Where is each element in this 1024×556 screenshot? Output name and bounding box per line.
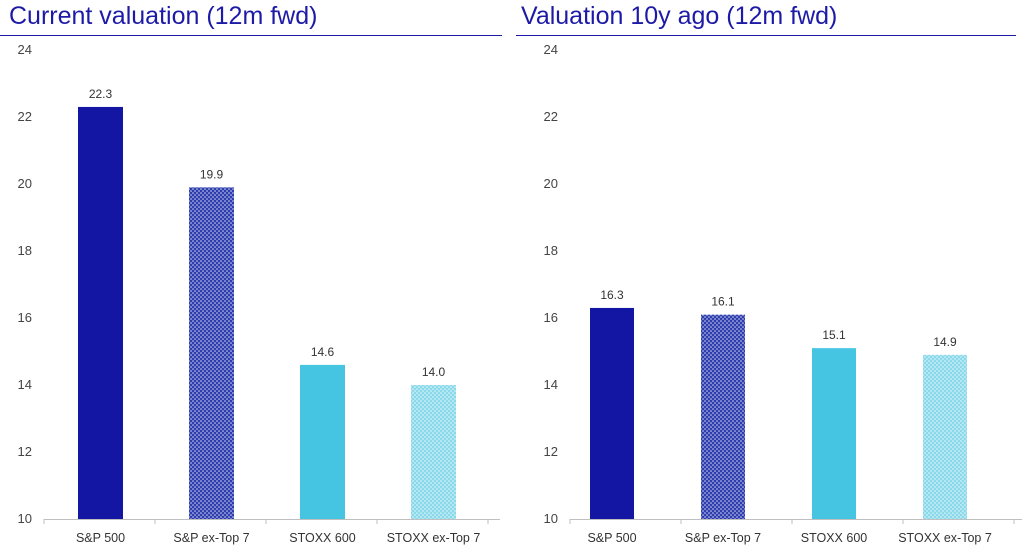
y-tick-label: 14 (544, 377, 558, 392)
data-label: 16.3 (600, 288, 624, 302)
y-tick-label: 20 (544, 176, 558, 191)
y-tick-label: 14 (18, 377, 32, 392)
chart-panel-current: Current valuation (12m fwd) 10 12 14 16 18 20… (0, 0, 502, 556)
y-tick-label: 22 (18, 109, 32, 124)
y-tick-label: 16 (544, 310, 558, 325)
title-rule (516, 35, 1016, 36)
y-tick-label: 18 (18, 243, 32, 258)
chart-panel-10y-ago: Valuation 10y ago (12m fwd) 10 12 14 16 18 20… (516, 0, 1024, 556)
bar (590, 307, 634, 519)
y-tick-label: 18 (544, 243, 558, 258)
category-label: STOXX ex-Top 7 (898, 531, 992, 545)
y-tick-label: 16 (18, 310, 32, 325)
category-label: STOXX 600 (289, 531, 356, 545)
y-tick-label: 20 (18, 176, 32, 191)
y-tick-label: 10 (544, 511, 558, 526)
data-label: 14.9 (933, 335, 957, 349)
data-label: 14.0 (422, 365, 446, 379)
chart-title-10y-ago: Valuation 10y ago (12m fwd) (521, 2, 838, 30)
bar-chart-10y-ago: 10 12 14 16 18 20 22 24 16.3 S&P 500 16.1 S&P ex-To… (544, 42, 1022, 545)
category-label: S&P 500 (76, 531, 125, 545)
bar (78, 106, 123, 519)
y-tick-label: 22 (544, 109, 558, 124)
bar (923, 354, 967, 519)
y-tick-label: 24 (18, 42, 32, 57)
y-tick-label: 10 (18, 511, 32, 526)
data-label: 15.1 (822, 328, 846, 342)
category-label: S&P 500 (587, 531, 636, 545)
bar (300, 364, 345, 519)
bar (701, 314, 745, 519)
data-label: 16.1 (711, 295, 735, 309)
bar (411, 385, 456, 519)
y-tick-label: 12 (18, 444, 32, 459)
category-label: STOXX 600 (801, 531, 868, 545)
bar (189, 187, 234, 519)
category-label: S&P ex-Top 7 (173, 531, 249, 545)
bar-chart-current: 10 12 14 16 18 20 22 24 22.3 S&P 500 19.9 S&P ex-To… (18, 42, 500, 545)
chart-title-current: Current valuation (12m fwd) (9, 2, 318, 30)
data-label: 14.6 (311, 345, 335, 359)
data-label: 22.3 (89, 87, 113, 101)
title-rule (0, 35, 502, 36)
category-label: STOXX ex-Top 7 (387, 531, 481, 545)
bar (812, 348, 856, 519)
y-tick-label: 12 (544, 444, 558, 459)
category-label: S&P ex-Top 7 (685, 531, 761, 545)
y-tick-label: 24 (544, 42, 558, 57)
data-label: 19.9 (200, 167, 224, 181)
